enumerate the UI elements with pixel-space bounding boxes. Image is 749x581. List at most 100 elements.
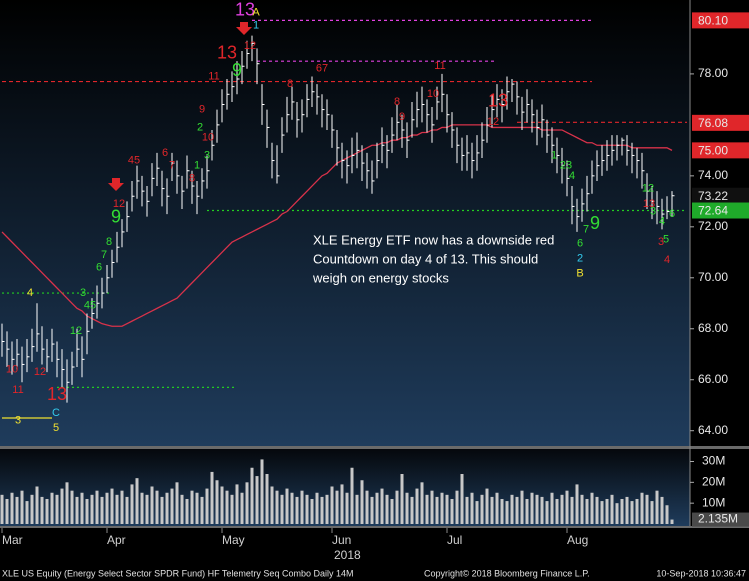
volume-bar [135,478,139,524]
volume-bar [405,492,409,524]
volume-bar [60,488,64,524]
sequential-count: 10 [6,363,18,375]
volume-bar [45,499,49,524]
volume-bar [255,476,259,524]
sequential-count: 3 [80,287,86,299]
sequential-count: 6 [162,147,168,159]
sequential-count: B [576,267,583,279]
sequential-count: 10 [427,88,439,100]
volume-bar [130,484,134,524]
volume-bar [425,494,429,524]
sequential-count: 9 [111,207,121,227]
volume-bar [535,494,539,524]
volume-bar [275,490,279,524]
sell-arrow [108,178,124,191]
volume-bar [225,490,229,524]
price-tag-label: 75.00 [698,144,728,158]
sequential-count: 9 [199,103,205,115]
volume-bar [435,496,439,524]
sequential-count: 12 [244,40,256,52]
volume-plot [0,459,674,524]
footer-left: XLE US Equity (Energy Select Sector SPDR… [2,568,353,578]
volume-bar [380,488,384,524]
volume-bar [125,496,129,524]
volume-bar [345,492,349,524]
sequential-count: 2 [197,121,203,133]
volume-bar [0,494,4,524]
sequential-count: 3 [658,236,664,248]
sequential-count: 11 [12,384,23,396]
volume-bar [340,484,344,524]
volume-bar [550,492,554,524]
volume-bar [420,482,424,524]
sequential-count: 1 [253,19,259,31]
note-line: weigh on energy stocks [312,270,449,285]
sequential-count: 9 [232,60,242,80]
sequential-count: 8 [189,172,195,184]
sequential-count: 13 [488,91,508,111]
volume-bar [390,499,394,524]
y-tick-label: 70.00 [698,270,728,284]
price-tag [692,187,749,204]
y-tick-label: 74.00 [698,168,728,182]
volume-bar [65,482,69,524]
volume-bar [25,501,29,524]
volume-bar [655,490,659,524]
volume-bar [410,496,414,524]
sequential-count: A [252,7,260,19]
volume-bar [290,492,294,524]
volume-bar [105,492,109,524]
sequential-count: 4 [664,254,670,266]
volume-bar [450,499,454,524]
volume-bar [470,492,474,524]
volume-bar [465,496,469,524]
volume-bar [500,499,504,524]
volume-bar [265,474,269,524]
y-tick-label: 66.00 [698,372,728,386]
price-tag [692,114,749,131]
volume-bar [260,459,264,524]
sequential-count: 9 [399,111,405,123]
sequential-count: 7 [169,160,175,172]
x-tick-label: Jun [332,533,351,547]
volume-tick-label: 10M [702,495,725,509]
volume-bar [95,490,99,524]
price-tag-label: 72.64 [698,204,728,218]
sequential-count: 6 [577,237,583,249]
volume-bar [230,494,234,524]
sequential-count: 9 [590,213,600,233]
volume-bar [120,490,124,524]
sequential-count: C [52,407,60,419]
volume-bar [300,490,304,524]
volume-bar [445,494,449,524]
volume-bar [20,490,24,524]
volume-bar [475,501,479,524]
volume-tag-label: 2.135M [698,512,738,526]
volume-bar [360,480,364,524]
sequential-count: 67 [316,63,328,75]
volume-bar [565,490,569,524]
price-tag [692,12,749,29]
volume-bar [190,490,194,524]
sequential-count: 1 [551,149,557,161]
sequential-count: 3 [650,205,656,217]
volume-bar [660,496,664,524]
volume-bar [280,494,284,524]
volume-bar [35,486,39,524]
volume-bar [650,501,654,524]
volume-bar [140,492,144,524]
volume-bar [330,486,334,524]
volume-bar [5,499,9,524]
volume-bar [315,492,319,524]
sequential-count: 8 [394,96,400,108]
volume-bar [590,492,594,524]
volume-bar [580,494,584,524]
volume-bar [485,488,489,524]
sequential-count: 8 [106,236,112,248]
volume-bar [415,488,419,524]
sequential-count: 45 [128,154,140,166]
volume-bar [430,490,434,524]
volume-bar [620,499,624,524]
note-line: Countdown on day 4 of 13. This should [313,251,538,266]
